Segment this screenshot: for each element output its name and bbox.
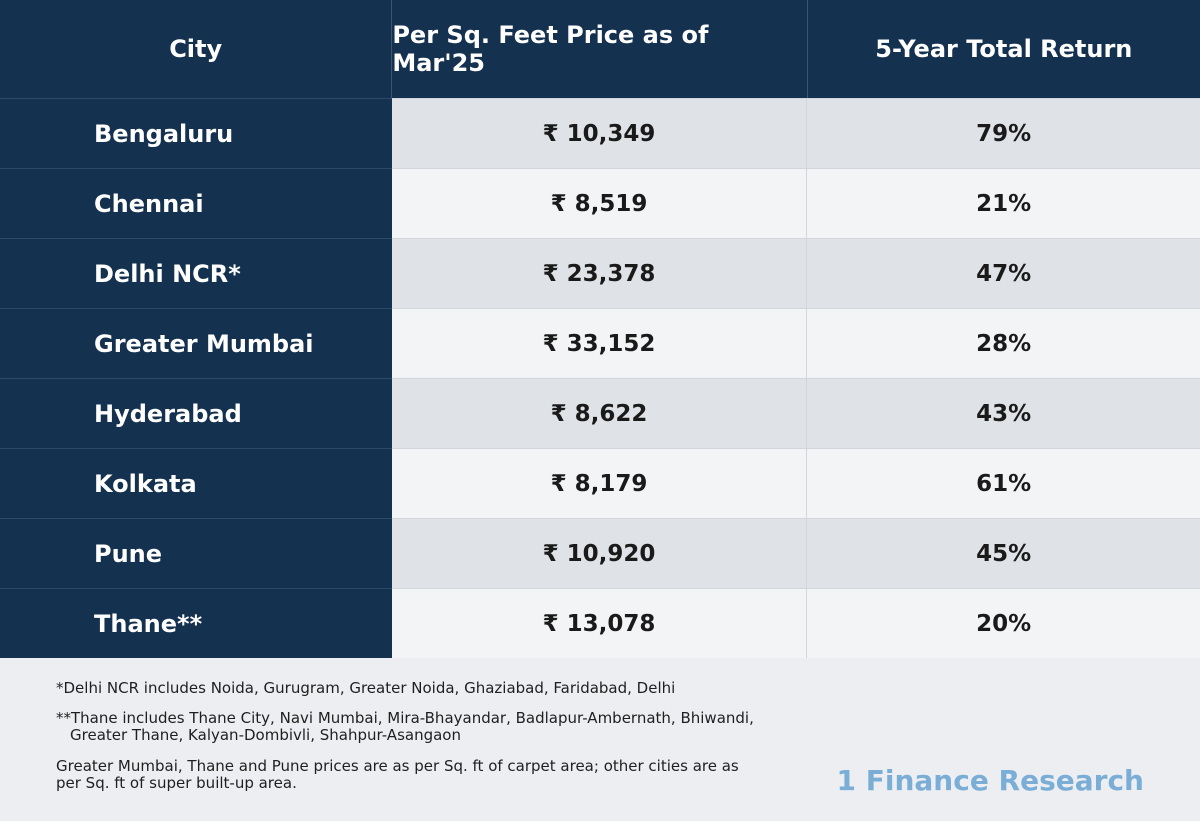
return-cell: 45% xyxy=(807,518,1200,588)
header-city: City xyxy=(0,0,393,98)
table-header: City Per Sq. Feet Price as of Mar'25 5-Y… xyxy=(0,0,1200,98)
footer-notes: *Delhi NCR includes Noida, Gurugram, Gre… xyxy=(0,658,1200,821)
table-row: Thane** ₹ 13,078 20% xyxy=(0,588,1200,658)
table-row: Chennai ₹ 8,519 21% xyxy=(0,168,1200,238)
table-row: Greater Mumbai ₹ 33,152 28% xyxy=(0,308,1200,378)
note-thane-line2: Greater Thane, Kalyan-Dombivli, Shahpur-… xyxy=(70,726,461,744)
return-cell: 28% xyxy=(807,308,1200,378)
city-price-table: City Per Sq. Feet Price as of Mar'25 5-Y… xyxy=(0,0,1200,658)
header-price: Per Sq. Feet Price as of Mar'25 xyxy=(392,0,808,98)
city-cell: Delhi NCR* xyxy=(0,238,392,308)
table-row: Bengaluru ₹ 10,349 79% xyxy=(0,98,1200,168)
note-area-line2: per Sq. ft of super built-up area. xyxy=(56,774,297,792)
city-cell: Chennai xyxy=(0,168,392,238)
note-area: Greater Mumbai, Thane and Pune prices ar… xyxy=(56,758,776,792)
return-cell: 21% xyxy=(807,168,1200,238)
price-cell: ₹ 8,622 xyxy=(391,378,808,448)
city-cell: Thane** xyxy=(0,588,392,658)
price-cell: ₹ 13,078 xyxy=(391,588,808,658)
city-cell: Bengaluru xyxy=(0,98,392,168)
price-cell: ₹ 33,152 xyxy=(391,308,808,378)
city-cell: Hyderabad xyxy=(0,378,392,448)
table-row: Pune ₹ 10,920 45% xyxy=(0,518,1200,588)
price-cell: ₹ 8,179 xyxy=(391,448,808,518)
price-cell: ₹ 23,378 xyxy=(391,238,808,308)
table-row: Kolkata ₹ 8,179 61% xyxy=(0,448,1200,518)
city-cell: Greater Mumbai xyxy=(0,308,392,378)
price-cell: ₹ 10,349 xyxy=(391,98,808,168)
return-cell: 47% xyxy=(807,238,1200,308)
return-cell: 43% xyxy=(807,378,1200,448)
header-return: 5-Year Total Return xyxy=(875,35,1133,63)
note-delhi: *Delhi NCR includes Noida, Gurugram, Gre… xyxy=(56,679,676,697)
table-row: Delhi NCR* ₹ 23,378 47% xyxy=(0,238,1200,308)
return-cell: 20% xyxy=(807,588,1200,658)
city-cell: Pune xyxy=(0,518,392,588)
brand-logo-text: 1 Finance Research xyxy=(836,764,1145,797)
city-cell: Kolkata xyxy=(0,448,392,518)
table-row: Hyderabad ₹ 8,622 43% xyxy=(0,378,1200,448)
price-cell: ₹ 8,519 xyxy=(391,168,808,238)
price-cell: ₹ 10,920 xyxy=(391,518,808,588)
return-cell: 79% xyxy=(807,98,1200,168)
note-thane-line1: **Thane includes Thane City, Navi Mumbai… xyxy=(56,709,754,727)
note-thane: **Thane includes Thane City, Navi Mumbai… xyxy=(56,710,816,744)
note-area-line1: Greater Mumbai, Thane and Pune prices ar… xyxy=(56,757,739,775)
return-cell: 61% xyxy=(807,448,1200,518)
